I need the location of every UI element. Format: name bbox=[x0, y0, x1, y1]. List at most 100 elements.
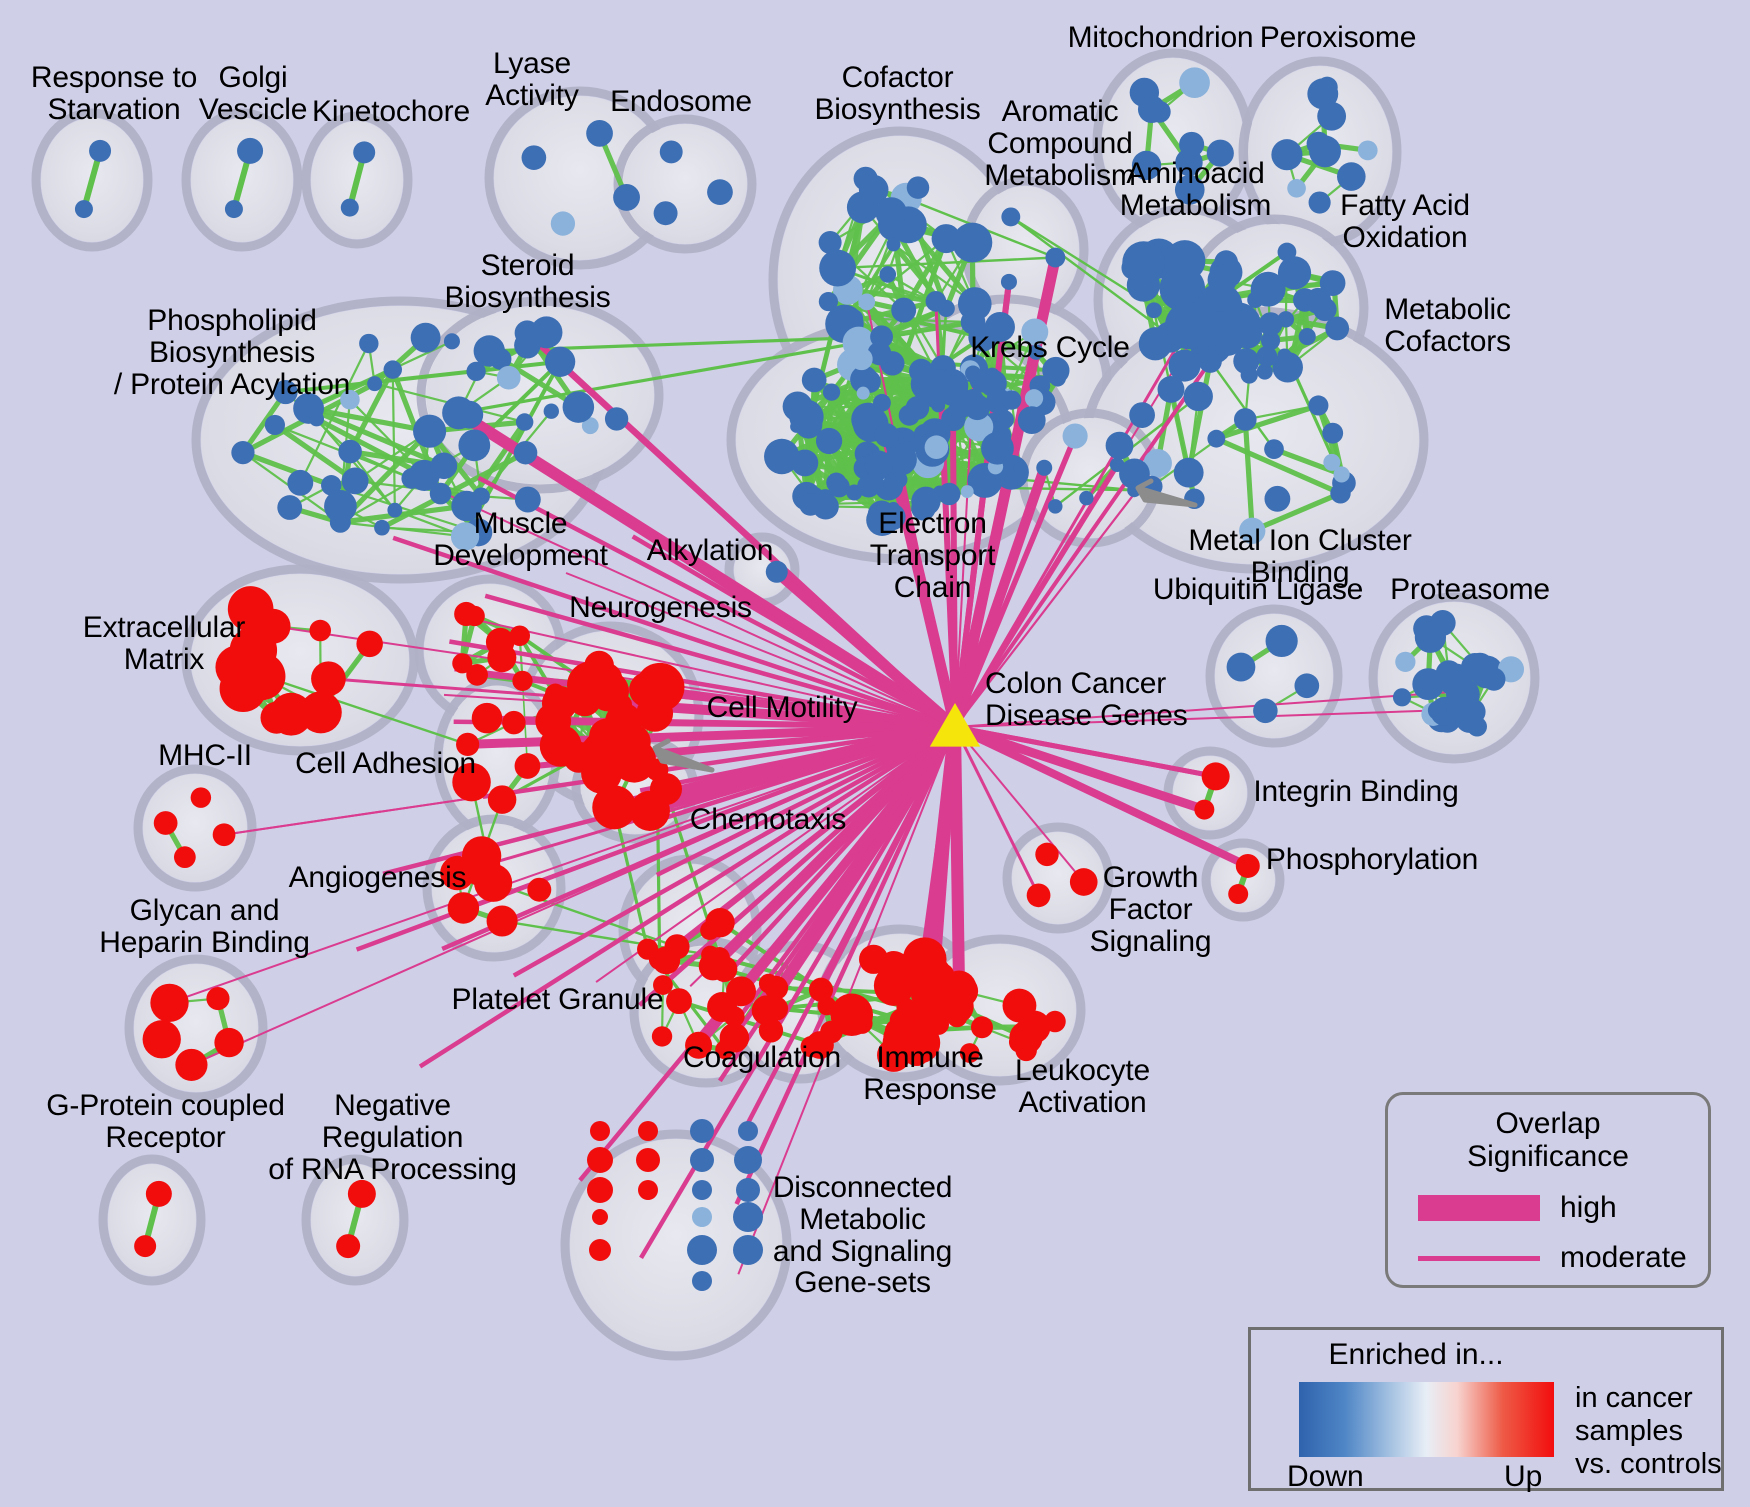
hub-edge-thin bbox=[512, 725, 957, 978]
gene-set-node bbox=[387, 502, 403, 518]
enrichment-colorbar bbox=[1299, 1382, 1554, 1457]
cluster-label-chemotaxis: Chemotaxis bbox=[689, 803, 847, 836]
gene-set-node bbox=[891, 297, 917, 323]
cluster-label-electron-transport-chain: Electron Transport Chain bbox=[869, 507, 996, 604]
gene-set-node bbox=[1258, 312, 1283, 336]
cluster-halo-alkylation bbox=[734, 542, 790, 598]
gene-set-node bbox=[1131, 150, 1162, 181]
overlap-legend-moderate-row: moderate bbox=[1418, 1241, 1687, 1275]
gene-set-node bbox=[1413, 615, 1440, 642]
gene-set-node bbox=[932, 485, 948, 501]
edge bbox=[1186, 360, 1213, 474]
gene-set-node bbox=[487, 785, 517, 814]
gene-set-node bbox=[690, 1119, 714, 1143]
edge bbox=[307, 406, 445, 469]
gene-set-node bbox=[1026, 883, 1051, 908]
gene-set-node bbox=[964, 412, 994, 442]
gene-set-node bbox=[153, 811, 178, 835]
gene-set-node bbox=[455, 400, 484, 429]
annotation-arrows bbox=[652, 478, 1198, 773]
inter-cluster-edge bbox=[678, 999, 821, 1047]
cluster-label-phosphorylation: Phosphorylation bbox=[1265, 843, 1479, 876]
gene-set-node bbox=[513, 440, 538, 465]
gene-set-node bbox=[429, 482, 452, 505]
hub-node-layer[interactable] bbox=[929, 703, 981, 747]
gene-set-node bbox=[857, 474, 880, 498]
gene-set-node bbox=[237, 137, 264, 164]
gene-set-node bbox=[592, 1209, 608, 1225]
gene-set-node bbox=[175, 1048, 208, 1081]
cluster-label-leukocyte-activation: Leukocyte Activation bbox=[1015, 1054, 1150, 1119]
gene-set-node bbox=[1201, 762, 1230, 791]
cluster-label-metabolic-cofactors: Metabolic Cofactors bbox=[1384, 293, 1511, 358]
cluster-label-g-protein-coupled-receptor: G-Protein coupled Receptor bbox=[46, 1089, 285, 1154]
enriched-legend-title: Enriched in... bbox=[1328, 1338, 1504, 1371]
hub-label: Colon Cancer Disease Genes bbox=[985, 667, 1188, 732]
gene-set-node bbox=[733, 1235, 763, 1265]
gene-set-node bbox=[1121, 255, 1146, 280]
gene-set-node bbox=[227, 586, 274, 632]
gene-set-node bbox=[471, 702, 503, 734]
hub-edge bbox=[952, 434, 1078, 729]
gene-set-node bbox=[877, 951, 911, 985]
cluster-label-neurogenesis: Neurogenesis bbox=[569, 591, 752, 624]
gene-set-node bbox=[496, 365, 521, 390]
gene-set-node bbox=[374, 519, 390, 536]
cluster-label-platelet-granule: Platelet Granule bbox=[451, 983, 664, 1016]
cluster-label-immune-response: Immune Response bbox=[863, 1041, 997, 1106]
gene-set-node bbox=[341, 467, 369, 495]
gene-set-node bbox=[190, 787, 212, 808]
gene-set-node bbox=[818, 230, 842, 254]
edge bbox=[1242, 419, 1255, 531]
gene-set-node bbox=[562, 391, 595, 423]
gene-set-node bbox=[447, 892, 480, 924]
gene-set-node bbox=[707, 992, 738, 1022]
hub-edge bbox=[865, 301, 956, 728]
gene-set-node bbox=[1138, 327, 1172, 361]
gene-set-node bbox=[521, 145, 547, 170]
cluster-label-kinetochore: Kinetochore bbox=[312, 95, 470, 128]
hub-edge bbox=[954, 726, 1085, 883]
gene-set-node bbox=[609, 747, 641, 780]
gene-set-node bbox=[1119, 458, 1150, 490]
gene-set-node bbox=[1330, 483, 1351, 504]
gene-set-node bbox=[212, 823, 236, 847]
edge bbox=[240, 390, 288, 455]
cluster-halo-ring-proteasome bbox=[1368, 592, 1540, 764]
gene-set-node bbox=[1333, 466, 1350, 483]
inter-cluster-edge bbox=[837, 256, 1056, 270]
gene-set-node bbox=[799, 493, 822, 516]
gene-set-node bbox=[1256, 363, 1273, 380]
gene-set-node bbox=[1277, 242, 1297, 262]
gene-set-node bbox=[150, 983, 189, 1023]
hub-edge-thin bbox=[468, 617, 956, 728]
hub-edge-thin bbox=[449, 639, 956, 730]
gene-set-nodes-layer bbox=[74, 67, 1525, 1291]
cluster-label-endosome: Endosome bbox=[610, 85, 752, 118]
cluster-label-ubiquitin-ligase: Ubiquitin Ligase bbox=[1152, 573, 1364, 606]
gene-set-node bbox=[1305, 287, 1332, 315]
gene-set-node bbox=[545, 683, 566, 704]
gene-set-node bbox=[1164, 240, 1206, 282]
gene-set-node bbox=[733, 1202, 763, 1232]
cluster-label-steroid-biosynthesis: Steroid Biosynthesis bbox=[444, 249, 611, 314]
gene-set-node bbox=[902, 429, 915, 442]
hub-edge-thin bbox=[734, 726, 958, 1206]
gene-set-node bbox=[687, 1235, 717, 1265]
gene-set-node bbox=[413, 414, 447, 448]
gene-set-node bbox=[512, 670, 533, 691]
gene-set-node bbox=[401, 468, 423, 489]
cluster-halo-ring-g-protein-coupled-receptor bbox=[98, 1154, 206, 1286]
inter-cluster-edge bbox=[285, 359, 561, 395]
gene-set-node bbox=[340, 389, 360, 410]
hub-edge-thin bbox=[595, 726, 956, 983]
edge bbox=[866, 237, 947, 303]
edge bbox=[1215, 436, 1342, 496]
gene-set-node bbox=[1035, 842, 1059, 867]
gene-set-node bbox=[1183, 381, 1213, 412]
high-significance-label: high bbox=[1560, 1191, 1617, 1224]
edge bbox=[307, 367, 394, 411]
gene-set-node bbox=[451, 490, 482, 522]
hub-edge bbox=[953, 360, 1212, 729]
gene-set-node bbox=[605, 702, 642, 740]
